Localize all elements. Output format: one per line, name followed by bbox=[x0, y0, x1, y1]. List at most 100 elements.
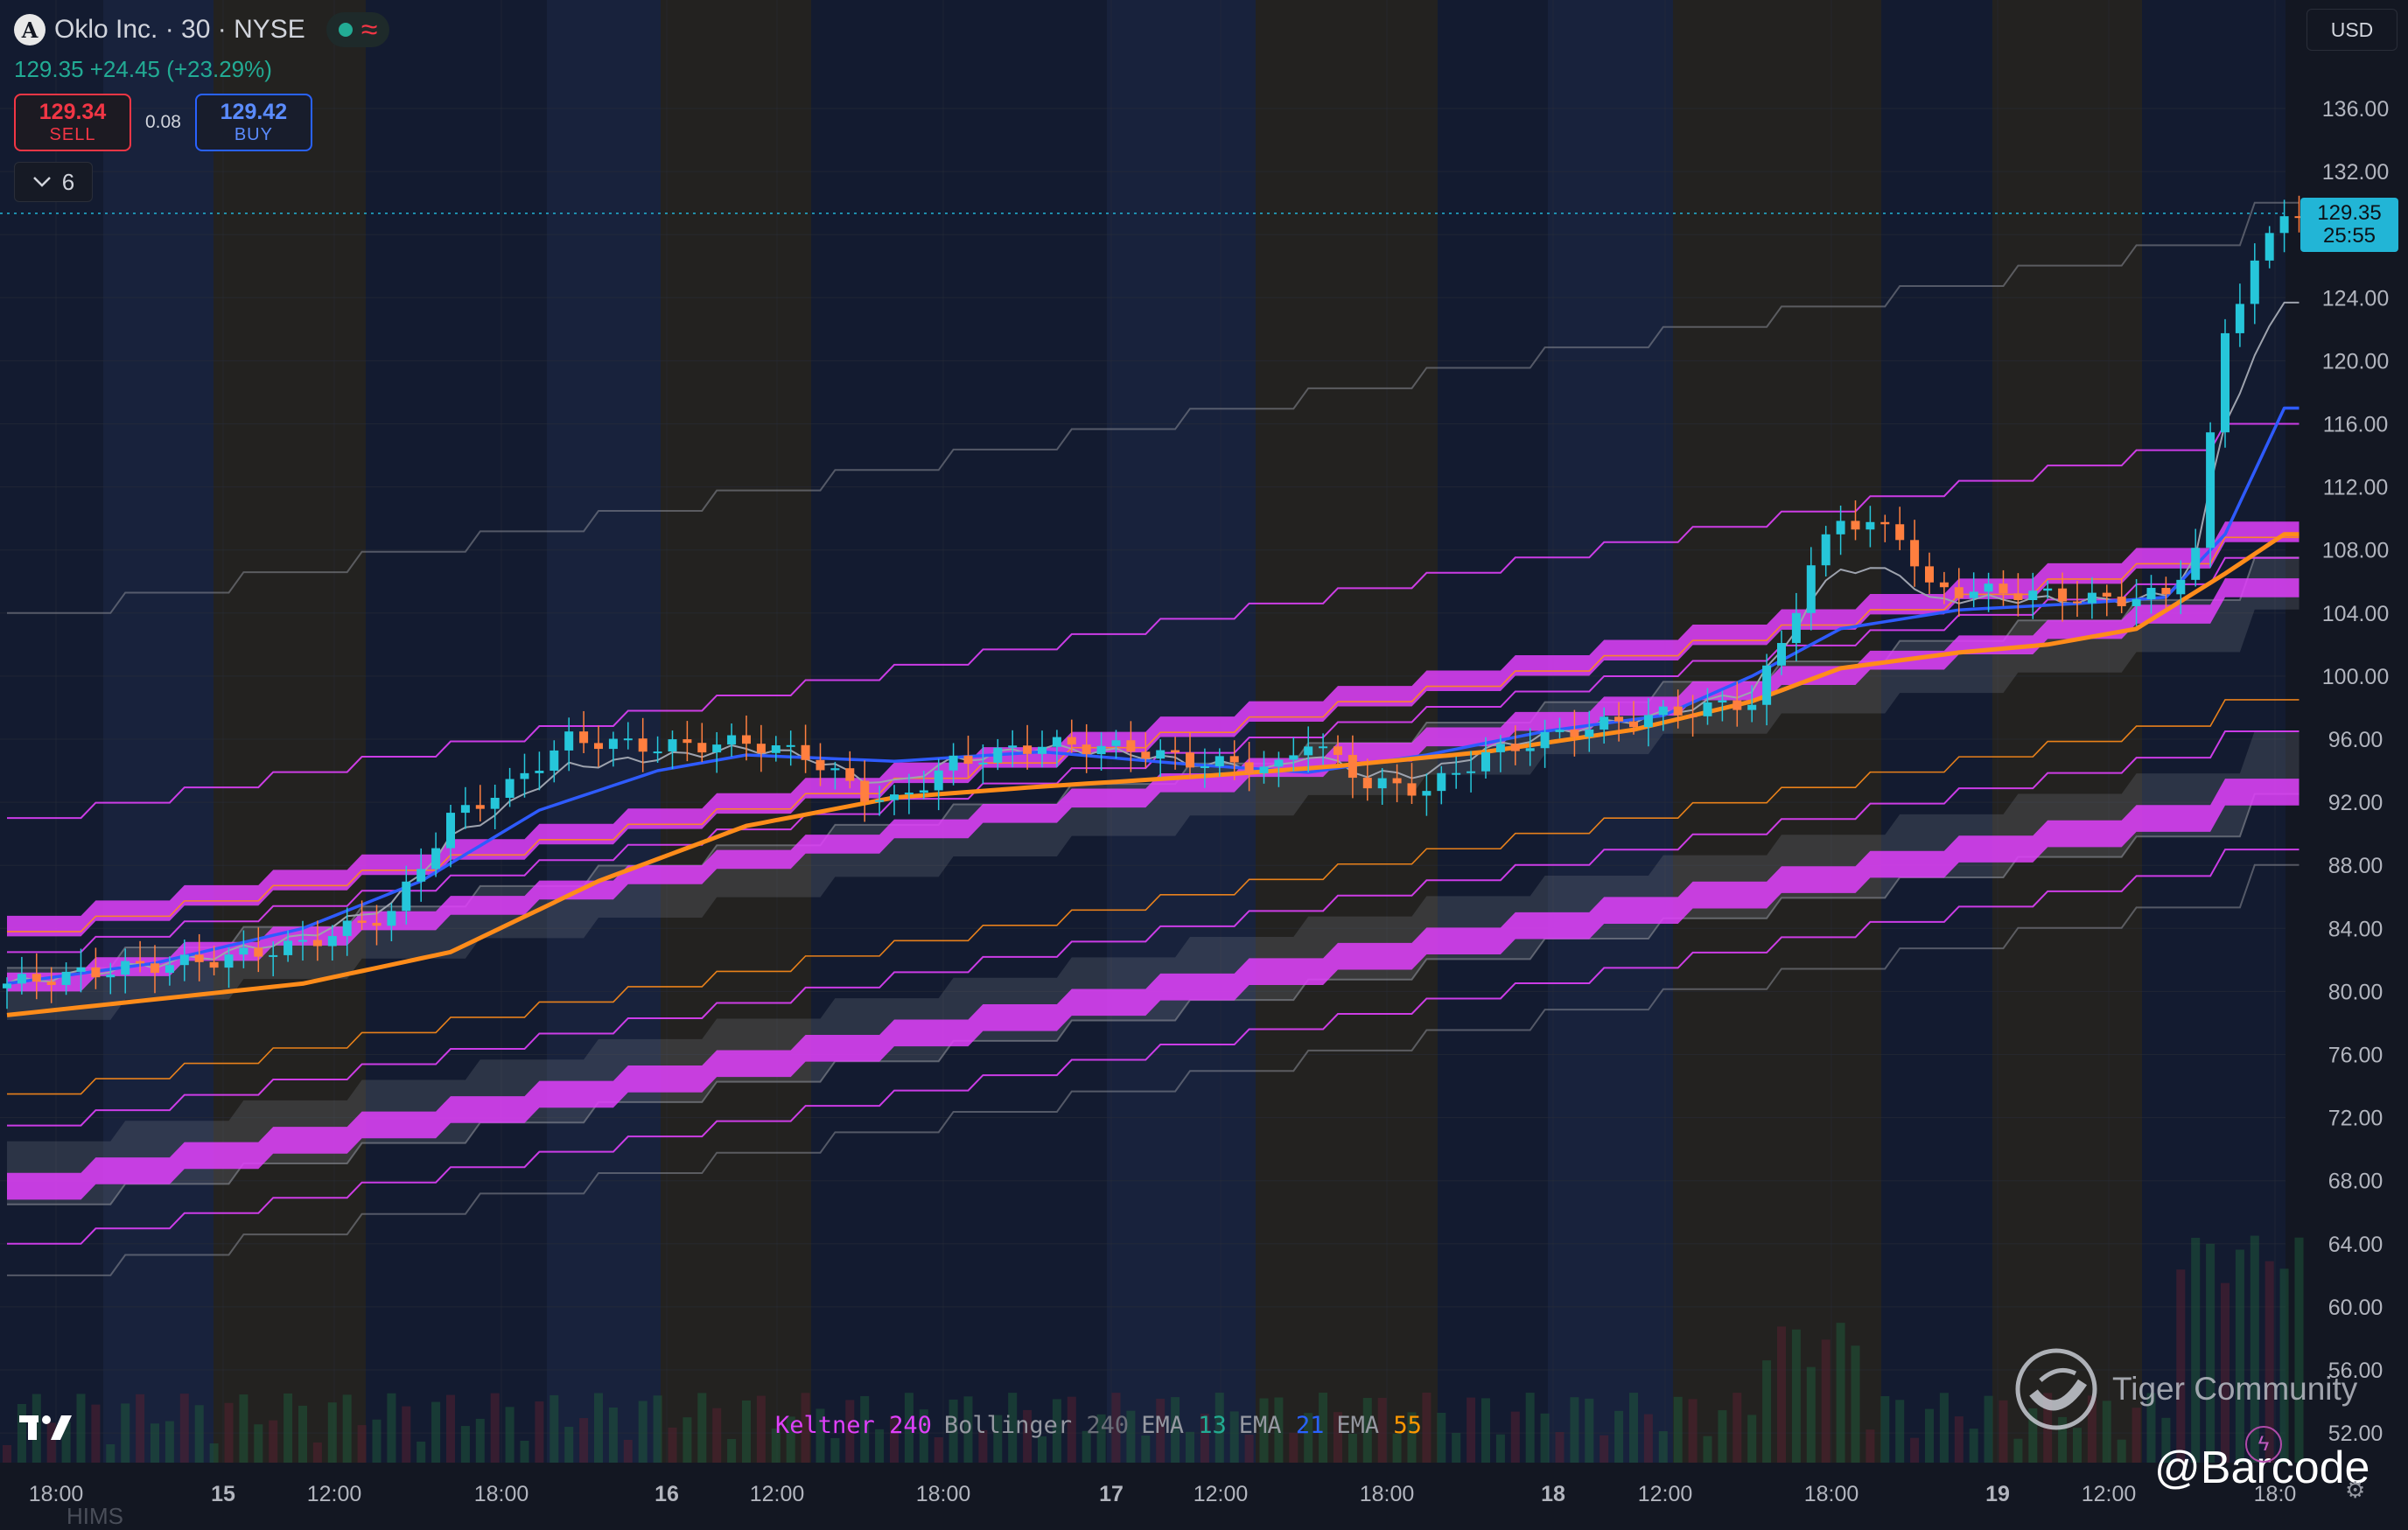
volume-bar bbox=[1186, 1431, 1194, 1463]
candle-body bbox=[1407, 783, 1417, 796]
volume-bar bbox=[1377, 1397, 1387, 1463]
legend-keltner-name: Keltner bbox=[775, 1412, 875, 1439]
volume-bar bbox=[1422, 1393, 1432, 1463]
candle-body bbox=[2279, 216, 2289, 234]
legend-ema21-name: EMA bbox=[1238, 1412, 1282, 1439]
x-tick-label: 18:00 bbox=[1360, 1482, 1415, 1506]
volume-bar bbox=[1969, 1429, 1978, 1463]
volume-bar bbox=[860, 1395, 870, 1463]
y-tick-label: 100.00 bbox=[2322, 665, 2389, 689]
exchange-logo-icon: A bbox=[14, 14, 46, 45]
time-axis[interactable]: 18:00 15 12:00 18:00 16 12:00 18:00 17 12:00 18:0… bbox=[29, 1482, 2297, 1506]
market-status-pill[interactable]: ≈ bbox=[326, 12, 390, 47]
indicator-legend[interactable]: Keltner 240 Bollinger 240 EMA 13 EMA 21 … bbox=[775, 1412, 1422, 1439]
volume-bar bbox=[372, 1419, 382, 1463]
currency-button[interactable]: USD bbox=[2306, 9, 2398, 51]
volume-bar bbox=[1023, 1409, 1032, 1463]
candle-body bbox=[1304, 746, 1313, 756]
volume-bar bbox=[1673, 1396, 1683, 1463]
volume-bar bbox=[2073, 1428, 2082, 1463]
session-band bbox=[661, 0, 811, 1463]
symbol-title[interactable]: Oklo Inc. · 30 · NYSE bbox=[54, 15, 305, 44]
candle-body bbox=[1334, 746, 1342, 755]
volume-bar bbox=[179, 1394, 189, 1463]
legend-keltner-value: 240 bbox=[889, 1412, 932, 1439]
candle-body bbox=[712, 744, 722, 753]
candle-body bbox=[2176, 579, 2186, 595]
candle-body bbox=[1481, 751, 1490, 772]
volume-bar bbox=[2087, 1395, 2096, 1463]
buy-button[interactable]: 129.42 BUY bbox=[194, 94, 312, 151]
candle-body bbox=[1141, 751, 1151, 759]
x-tick-label: 18:00 bbox=[29, 1482, 84, 1506]
candle-body bbox=[1259, 766, 1269, 773]
y-tick-label: 108.00 bbox=[2322, 539, 2389, 563]
volume-bar bbox=[1703, 1436, 1712, 1463]
volume-bar bbox=[2279, 1268, 2289, 1463]
x-tick-label: 12:00 bbox=[2082, 1482, 2137, 1506]
volume-bar bbox=[1362, 1398, 1372, 1463]
settings-gear-icon[interactable]: ⚙ bbox=[2345, 1477, 2366, 1503]
candle-body bbox=[682, 739, 692, 744]
y-tick-label: 76.00 bbox=[2328, 1044, 2384, 1068]
volume-bar bbox=[520, 1440, 529, 1463]
x-tick-label: 12:00 bbox=[307, 1482, 362, 1506]
keltner-lower-line bbox=[7, 730, 2300, 1127]
volume-bar bbox=[948, 1399, 958, 1463]
candle-body bbox=[1658, 706, 1668, 716]
volume-bar bbox=[1229, 1411, 1239, 1463]
candle-body bbox=[1422, 791, 1432, 796]
sell-button[interactable]: 129.34 SELL bbox=[14, 94, 131, 151]
lightning-icon[interactable]: ϟ bbox=[2245, 1426, 2282, 1463]
volume-bar bbox=[1274, 1397, 1284, 1463]
candle-body bbox=[1688, 715, 1698, 717]
candle-body bbox=[1362, 778, 1372, 789]
y-tick-label: 60.00 bbox=[2328, 1296, 2384, 1320]
candle-body bbox=[1643, 715, 1653, 728]
volume-bar bbox=[1910, 1437, 1920, 1463]
session-band bbox=[1256, 0, 1438, 1463]
candle-body bbox=[1096, 745, 1106, 755]
candle-body bbox=[697, 743, 707, 753]
indicator-overlays bbox=[6, 201, 2300, 1276]
buy-price: 129.42 bbox=[220, 100, 288, 124]
candle-body bbox=[1791, 612, 1801, 644]
volume-bar bbox=[239, 1394, 248, 1463]
volume-bar bbox=[1452, 1433, 1461, 1463]
candle-body bbox=[1806, 565, 1816, 613]
candle-body bbox=[727, 735, 737, 745]
volume-bar bbox=[1821, 1339, 1830, 1463]
volume-bar bbox=[327, 1402, 337, 1463]
volume-bar bbox=[697, 1393, 707, 1463]
volume-bar bbox=[1954, 1416, 1964, 1463]
volume-bar bbox=[1570, 1397, 1579, 1463]
tradingview-logo-icon[interactable] bbox=[19, 1412, 74, 1443]
indicators-toggle-button[interactable]: 6 bbox=[14, 162, 93, 202]
x-tick-label: 12:00 bbox=[1638, 1482, 1693, 1506]
volume-bar bbox=[2250, 1235, 2259, 1463]
volume-bar bbox=[1171, 1397, 1180, 1463]
candle-body bbox=[17, 974, 26, 984]
volume-bar bbox=[727, 1438, 737, 1463]
chevron-down-icon bbox=[32, 177, 51, 187]
volume-bar bbox=[1540, 1413, 1550, 1463]
volume-bar bbox=[1437, 1412, 1446, 1463]
x-tick-label: 12:00 bbox=[1194, 1482, 1249, 1506]
legend-bollinger-name: Bollinger bbox=[943, 1412, 1073, 1439]
candle-body bbox=[2132, 598, 2141, 606]
x-tick-label: 18:00 bbox=[916, 1482, 971, 1506]
candle-body bbox=[2250, 260, 2259, 304]
volume-bar bbox=[2013, 1438, 2023, 1463]
volume-bar bbox=[1008, 1393, 1018, 1463]
candle-body bbox=[402, 881, 411, 912]
volume-bar bbox=[1466, 1397, 1476, 1463]
candle-body bbox=[638, 738, 648, 752]
volume-bar bbox=[136, 1394, 145, 1463]
candle-body bbox=[2043, 588, 2053, 591]
candle-body bbox=[1895, 524, 1905, 541]
x-tick-label: 16 bbox=[654, 1482, 679, 1506]
candle-body bbox=[978, 762, 988, 765]
price-axis[interactable]: 136.00132.00128.00124.00120.00116.00112.… bbox=[2322, 97, 2389, 1446]
bar-countdown: 25:55 bbox=[2322, 224, 2376, 248]
